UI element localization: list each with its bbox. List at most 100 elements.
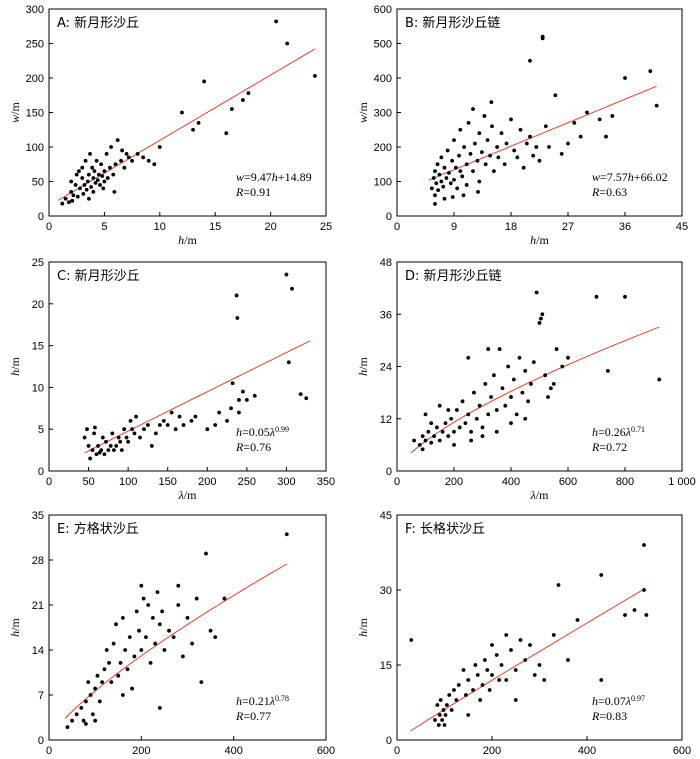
data-point (462, 145, 467, 149)
y-axis-label: h/m (356, 618, 370, 637)
data-point (88, 456, 93, 461)
data-point (482, 658, 487, 662)
data-point (441, 708, 446, 712)
data-point (252, 393, 257, 398)
data-point (70, 718, 74, 723)
data-point (496, 155, 501, 160)
data-point (499, 663, 504, 667)
data-point (304, 396, 309, 401)
data-point (560, 364, 565, 369)
data-point (74, 712, 79, 717)
data-point (437, 713, 442, 717)
data-point (114, 622, 118, 627)
data-point (119, 158, 123, 163)
data-point (126, 439, 131, 444)
data-point (457, 153, 461, 158)
data-point (225, 418, 229, 423)
data-point (426, 429, 431, 434)
data-point (213, 423, 218, 427)
data-point (435, 703, 440, 707)
data-point (90, 448, 95, 452)
data-point (90, 712, 95, 717)
x-tick-label: 200 (198, 476, 216, 488)
data-point (298, 392, 303, 396)
data-point (610, 114, 615, 118)
data-point (469, 429, 473, 434)
data-point (495, 145, 499, 149)
fit-equation: h=0.07λ0.97 (592, 694, 645, 709)
data-point (202, 79, 207, 84)
data-point (443, 713, 448, 717)
data-point (440, 429, 445, 434)
panel-title: B: 新月形沙丘链 (405, 15, 500, 31)
y-tick-label: 21 (32, 600, 44, 612)
plot-frame (48, 8, 327, 217)
data-point (575, 618, 580, 622)
data-point (532, 673, 537, 677)
fit-equation: h=0.05λ0.99 (236, 425, 289, 440)
x-tick-label: 5 (101, 221, 107, 233)
plot-frame (396, 8, 683, 217)
y-tick-label: 200 (26, 73, 44, 85)
data-point (81, 192, 86, 196)
data-point (135, 152, 140, 156)
data-point (100, 680, 104, 685)
data-point (429, 421, 434, 425)
data-point (91, 189, 96, 194)
data-point (446, 434, 451, 439)
data-point (438, 698, 443, 702)
data-point (191, 127, 195, 132)
data-point (93, 425, 97, 430)
data-point (132, 654, 137, 659)
data-point (160, 609, 165, 614)
data-point (77, 169, 81, 174)
data-point (190, 641, 195, 646)
data-point (439, 155, 444, 160)
data-point (537, 158, 542, 163)
x-tick-label: 0 (394, 476, 400, 488)
y-tick-label: 0 (38, 211, 44, 223)
data-point (466, 713, 471, 717)
data-point (454, 698, 459, 702)
y-tick-label: 0 (386, 466, 392, 478)
data-point (471, 169, 475, 174)
x-tick-label: 1 000 (668, 476, 696, 488)
data-point (286, 360, 291, 365)
x-tick-label: 400 (502, 476, 520, 488)
data-point (520, 390, 525, 395)
data-point (120, 693, 125, 697)
panel-title: F: 长格状沙丘 (405, 521, 485, 537)
data-point (108, 165, 112, 170)
data-point (457, 425, 462, 430)
data-point (153, 641, 158, 646)
y-tick-label: 15 (32, 341, 44, 353)
data-point (189, 418, 194, 423)
data-point (433, 193, 437, 198)
data-point (471, 107, 475, 111)
data-point (543, 373, 548, 378)
data-point (486, 412, 491, 417)
panel-title: D: 新月形沙丘链 (405, 268, 502, 284)
panel-c: 0 50 100 150 200 250 300 350 0 5 10 15 20 25 λ/m h/m C: … (8, 257, 335, 502)
data-point (444, 176, 449, 180)
y-tick-label: 0 (38, 735, 44, 747)
data-point (100, 174, 105, 178)
panel-title: C: 新月形沙丘 (57, 268, 140, 284)
data-point (185, 615, 190, 620)
data-point (482, 114, 487, 118)
data-point (113, 162, 118, 167)
data-point (446, 408, 451, 412)
data-point (599, 573, 604, 577)
data-point (540, 36, 545, 41)
data-point (162, 648, 167, 652)
data-point (63, 196, 68, 201)
data-point (69, 179, 74, 184)
data-point (217, 410, 222, 415)
data-point (466, 412, 471, 417)
data-point (599, 678, 604, 682)
x-tick-label: 36 (619, 221, 631, 233)
data-point (102, 179, 107, 184)
data-point (96, 172, 101, 177)
data-point (454, 408, 459, 412)
data-point (480, 425, 485, 430)
